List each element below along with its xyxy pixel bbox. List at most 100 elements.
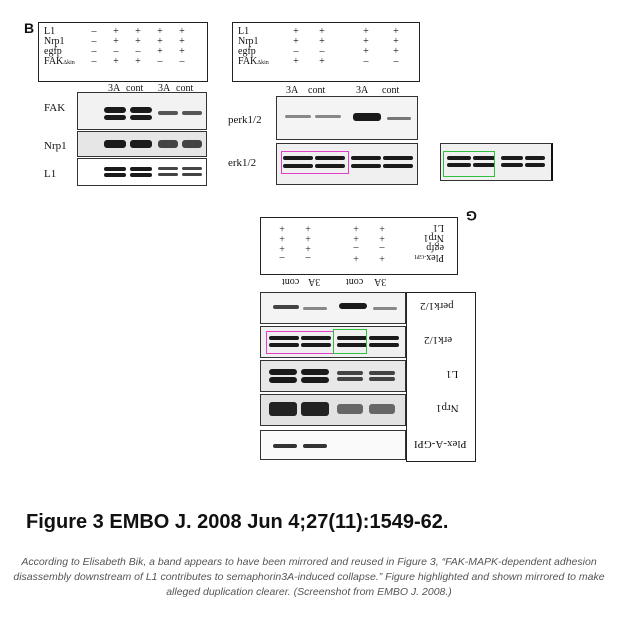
condition-label: FAKΔkin bbox=[44, 56, 75, 67]
condition-row-nrp1: Nrp1 + + + + bbox=[238, 37, 414, 47]
blot-row-label: FAK bbox=[44, 102, 66, 114]
condition-cell: – bbox=[113, 46, 119, 57]
panel-g-conditions-box bbox=[260, 217, 458, 275]
condition-cell: – bbox=[319, 46, 325, 57]
magenta-highlight-box bbox=[281, 151, 349, 174]
blot-band bbox=[303, 307, 327, 310]
condition-cell: + bbox=[305, 222, 311, 233]
lane-label: 3A bbox=[356, 85, 369, 96]
lane-label: cont bbox=[282, 276, 300, 287]
condition-cell: – bbox=[91, 46, 97, 57]
blot-band bbox=[301, 369, 329, 375]
blot-band bbox=[337, 336, 367, 340]
condition-cell: – bbox=[393, 56, 399, 67]
blot-row-label: erk1/2 bbox=[228, 157, 257, 169]
blot-band bbox=[373, 307, 397, 310]
panel-g-conditions-table: Plex-GPI + + – – egfp – – + + Nrp1 + + +… bbox=[268, 222, 445, 263]
condition-row-egfp: egfp – – – + + bbox=[44, 47, 204, 57]
blot-band bbox=[104, 115, 126, 120]
blot-band bbox=[369, 371, 395, 375]
panel-b-conditions-box bbox=[38, 22, 208, 82]
condition-cell: + bbox=[179, 26, 185, 37]
condition-label: L1 bbox=[44, 26, 56, 37]
lane-label: cont bbox=[176, 83, 194, 94]
condition-cell: – bbox=[179, 56, 185, 67]
blot-band bbox=[525, 156, 545, 160]
blot-g-plex bbox=[260, 430, 406, 460]
blot-band bbox=[182, 111, 202, 115]
blot-band bbox=[447, 156, 471, 160]
blot-band bbox=[182, 140, 202, 148]
condition-cell: – bbox=[91, 26, 97, 37]
condition-cell: + bbox=[379, 232, 385, 243]
blot-band bbox=[283, 156, 313, 160]
blot-band bbox=[339, 303, 367, 309]
blot-band bbox=[104, 140, 126, 148]
condition-cell: + bbox=[279, 232, 285, 243]
condition-cell: + bbox=[135, 36, 141, 47]
blot-band bbox=[130, 173, 152, 177]
blot-row-label: erk1/2 bbox=[424, 334, 453, 346]
blot-band bbox=[369, 377, 395, 381]
condition-row-fak: FAKΔkin + + – – bbox=[238, 57, 414, 67]
blot-band bbox=[473, 163, 495, 167]
blot-band bbox=[269, 377, 297, 383]
condition-cell: + bbox=[179, 46, 185, 57]
blot-erk bbox=[276, 143, 418, 185]
blot-row-label: L1 bbox=[446, 368, 459, 380]
green-highlight-box bbox=[333, 329, 367, 354]
condition-cell: + bbox=[279, 242, 285, 253]
blot-band bbox=[369, 336, 399, 340]
blot-band bbox=[301, 343, 331, 347]
blot-row-label: Nrp1 bbox=[44, 140, 67, 152]
condition-cell: – bbox=[91, 36, 97, 47]
panel-g-label-column bbox=[406, 292, 476, 462]
blot-band bbox=[369, 343, 399, 347]
blot-band bbox=[301, 377, 329, 383]
blot-band bbox=[158, 140, 178, 148]
blot-g-l1 bbox=[260, 360, 406, 392]
panel-c-conditions-box bbox=[232, 22, 420, 82]
condition-cell: + bbox=[393, 26, 399, 37]
green-highlight-box bbox=[443, 151, 495, 177]
condition-row-l1: L1 + + + + bbox=[268, 222, 444, 233]
blot-row-label: L1 bbox=[44, 168, 57, 180]
blot-band bbox=[104, 173, 126, 177]
blot-band bbox=[273, 444, 297, 448]
blot-band bbox=[269, 343, 299, 347]
condition-row-fak: FAKΔkin – + + – – bbox=[44, 57, 204, 67]
figure-caption: According to Elisabeth Bik, a band appea… bbox=[13, 556, 605, 598]
blot-band bbox=[130, 107, 152, 113]
condition-row-plex: Plex-GPI + + – – bbox=[268, 252, 445, 263]
condition-cell: + bbox=[305, 232, 311, 243]
blot-band bbox=[130, 167, 152, 171]
condition-row-nrp1: Nrp1 + + + + bbox=[268, 232, 444, 243]
condition-cell: + bbox=[179, 36, 185, 47]
condition-label: Nrp1 bbox=[423, 232, 444, 243]
condition-cell: + bbox=[135, 56, 141, 67]
blot-band bbox=[315, 115, 341, 118]
blot-band bbox=[283, 164, 313, 168]
blot-band bbox=[273, 305, 299, 309]
blot-row-label: perk1/2 bbox=[228, 114, 262, 126]
condition-cell: + bbox=[353, 252, 359, 263]
condition-cell: + bbox=[113, 36, 119, 47]
lane-label: cont bbox=[346, 276, 364, 287]
blot-band bbox=[285, 115, 311, 118]
condition-row-egfp: egfp – – + + bbox=[268, 242, 444, 253]
lane-label: 3A bbox=[108, 83, 121, 94]
blot-perk bbox=[276, 96, 418, 140]
condition-cell: + bbox=[293, 56, 299, 67]
panel-c-conditions-table: L1 + + + + Nrp1 + + + + egfp – – + + FAK… bbox=[238, 27, 414, 67]
condition-label: FAKΔkin bbox=[238, 56, 269, 67]
condition-cell: + bbox=[363, 46, 369, 57]
blot-band bbox=[130, 140, 152, 148]
condition-label: Nrp1 bbox=[238, 36, 259, 47]
magenta-highlight-box bbox=[266, 331, 334, 354]
blot-band bbox=[130, 115, 152, 120]
blot-band bbox=[182, 173, 202, 176]
blot-g-nrp1 bbox=[260, 394, 406, 426]
figure-title: Figure 3 EMBO J. 2008 Jun 4;27(11):1549-… bbox=[26, 511, 449, 533]
blot-band bbox=[337, 404, 363, 414]
condition-cell: + bbox=[157, 26, 163, 37]
